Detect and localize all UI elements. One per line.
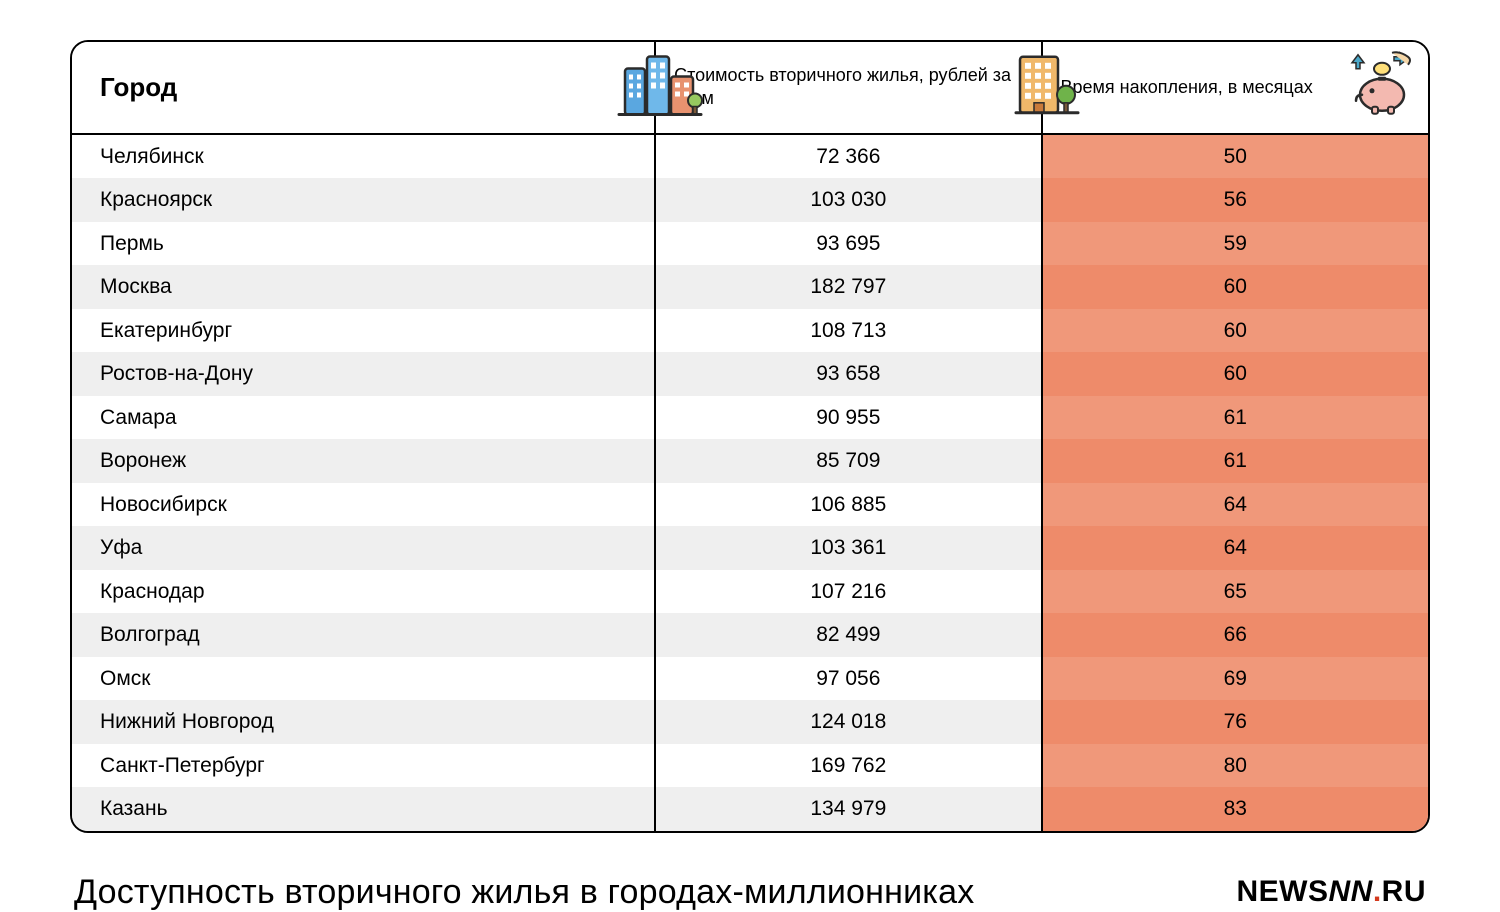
cell-months: 60 bbox=[1042, 265, 1428, 309]
table-row: Самара90 95561 bbox=[72, 396, 1428, 440]
logo-part-a: NEWS bbox=[1236, 875, 1328, 908]
piggy-bank-savings-icon bbox=[1348, 51, 1418, 123]
cell-city: Краснодар bbox=[72, 570, 655, 614]
cell-price: 97 056 bbox=[655, 657, 1041, 701]
cell-city: Санкт-Петербург bbox=[72, 744, 655, 788]
apartment-block-icon bbox=[1014, 51, 1080, 123]
caption: Доступность вторичного жилья в городах-м… bbox=[74, 873, 974, 912]
cell-months: 56 bbox=[1042, 178, 1428, 222]
column-header-city-label: Город bbox=[100, 72, 177, 102]
cell-city: Воронеж bbox=[72, 439, 655, 483]
cell-price: 103 030 bbox=[655, 178, 1041, 222]
cell-city: Казань bbox=[72, 787, 655, 831]
cell-price: 72 366 bbox=[655, 134, 1041, 179]
source-logo: NEWSNN.RU bbox=[1236, 875, 1426, 909]
table-row: Москва182 79760 bbox=[72, 265, 1428, 309]
table-row: Воронеж85 70961 bbox=[72, 439, 1428, 483]
cell-price: 124 018 bbox=[655, 700, 1041, 744]
column-header-city: Город bbox=[72, 42, 655, 134]
table-row: Новосибирск106 88564 bbox=[72, 483, 1428, 527]
column-header-price-label: Стоимость вторичного жилья, рублей за кв… bbox=[674, 65, 1011, 108]
cell-price: 169 762 bbox=[655, 744, 1041, 788]
logo-dot: . bbox=[1373, 875, 1382, 908]
cell-months: 61 bbox=[1042, 439, 1428, 483]
table-row: Краснодар107 21665 bbox=[72, 570, 1428, 614]
cell-price: 107 216 bbox=[655, 570, 1041, 614]
cell-city: Челябинск bbox=[72, 134, 655, 179]
table-row: Казань134 97983 bbox=[72, 787, 1428, 831]
cell-city: Уфа bbox=[72, 526, 655, 570]
table-row: Челябинск72 36650 bbox=[72, 134, 1428, 179]
cell-months: 60 bbox=[1042, 352, 1428, 396]
table-row: Нижний Новгород124 01876 bbox=[72, 700, 1428, 744]
table-row: Ростов-на-Дону93 65860 bbox=[72, 352, 1428, 396]
table-row: Волгоград82 49966 bbox=[72, 613, 1428, 657]
cell-months: 69 bbox=[1042, 657, 1428, 701]
cell-months: 64 bbox=[1042, 526, 1428, 570]
cell-months: 83 bbox=[1042, 787, 1428, 831]
cell-months: 50 bbox=[1042, 134, 1428, 179]
cell-months: 60 bbox=[1042, 309, 1428, 353]
logo-part-c: RU bbox=[1382, 875, 1426, 908]
cell-city: Ростов-на-Дону bbox=[72, 352, 655, 396]
table-row: Уфа103 36164 bbox=[72, 526, 1428, 570]
cell-price: 93 658 bbox=[655, 352, 1041, 396]
housing-affordability-table: Город bbox=[70, 40, 1430, 833]
cell-price: 103 361 bbox=[655, 526, 1041, 570]
city-buildings-icon bbox=[617, 49, 703, 126]
cell-city: Пермь bbox=[72, 222, 655, 266]
cell-price: 182 797 bbox=[655, 265, 1041, 309]
cell-months: 66 bbox=[1042, 613, 1428, 657]
cell-city: Новосибирск bbox=[72, 483, 655, 527]
column-header-price: Стоимость вторичного жилья, рублей за кв… bbox=[655, 42, 1041, 134]
cell-months: 65 bbox=[1042, 570, 1428, 614]
cell-months: 76 bbox=[1042, 700, 1428, 744]
table-row: Санкт-Петербург169 76280 bbox=[72, 744, 1428, 788]
cell-price: 82 499 bbox=[655, 613, 1041, 657]
cell-price: 134 979 bbox=[655, 787, 1041, 831]
table-row: Красноярск103 03056 bbox=[72, 178, 1428, 222]
cell-price: 108 713 bbox=[655, 309, 1041, 353]
cell-months: 59 bbox=[1042, 222, 1428, 266]
table-row: Омск97 05669 bbox=[72, 657, 1428, 701]
cell-city: Москва bbox=[72, 265, 655, 309]
table-row: Екатеринбург108 71360 bbox=[72, 309, 1428, 353]
cell-price: 85 709 bbox=[655, 439, 1041, 483]
cell-city: Екатеринбург bbox=[72, 309, 655, 353]
cell-price: 106 885 bbox=[655, 483, 1041, 527]
cell-price: 90 955 bbox=[655, 396, 1041, 440]
cell-city: Красноярск bbox=[72, 178, 655, 222]
cell-city: Волгоград bbox=[72, 613, 655, 657]
cell-city: Самара bbox=[72, 396, 655, 440]
cell-price: 93 695 bbox=[655, 222, 1041, 266]
footer: Доступность вторичного жилья в городах-м… bbox=[70, 873, 1430, 912]
cell-months: 64 bbox=[1042, 483, 1428, 527]
data-table: Город bbox=[72, 42, 1428, 831]
cell-months: 80 bbox=[1042, 744, 1428, 788]
logo-part-b: NN bbox=[1328, 875, 1372, 908]
cell-city: Омск bbox=[72, 657, 655, 701]
column-header-months: Время накопления, в месяцах bbox=[1042, 42, 1428, 134]
cell-months: 61 bbox=[1042, 396, 1428, 440]
column-header-months-label: Время накопления, в месяцах bbox=[1061, 77, 1313, 97]
table-body: Челябинск72 36650Красноярск103 03056Перм… bbox=[72, 134, 1428, 831]
cell-city: Нижний Новгород bbox=[72, 700, 655, 744]
table-row: Пермь93 69559 bbox=[72, 222, 1428, 266]
